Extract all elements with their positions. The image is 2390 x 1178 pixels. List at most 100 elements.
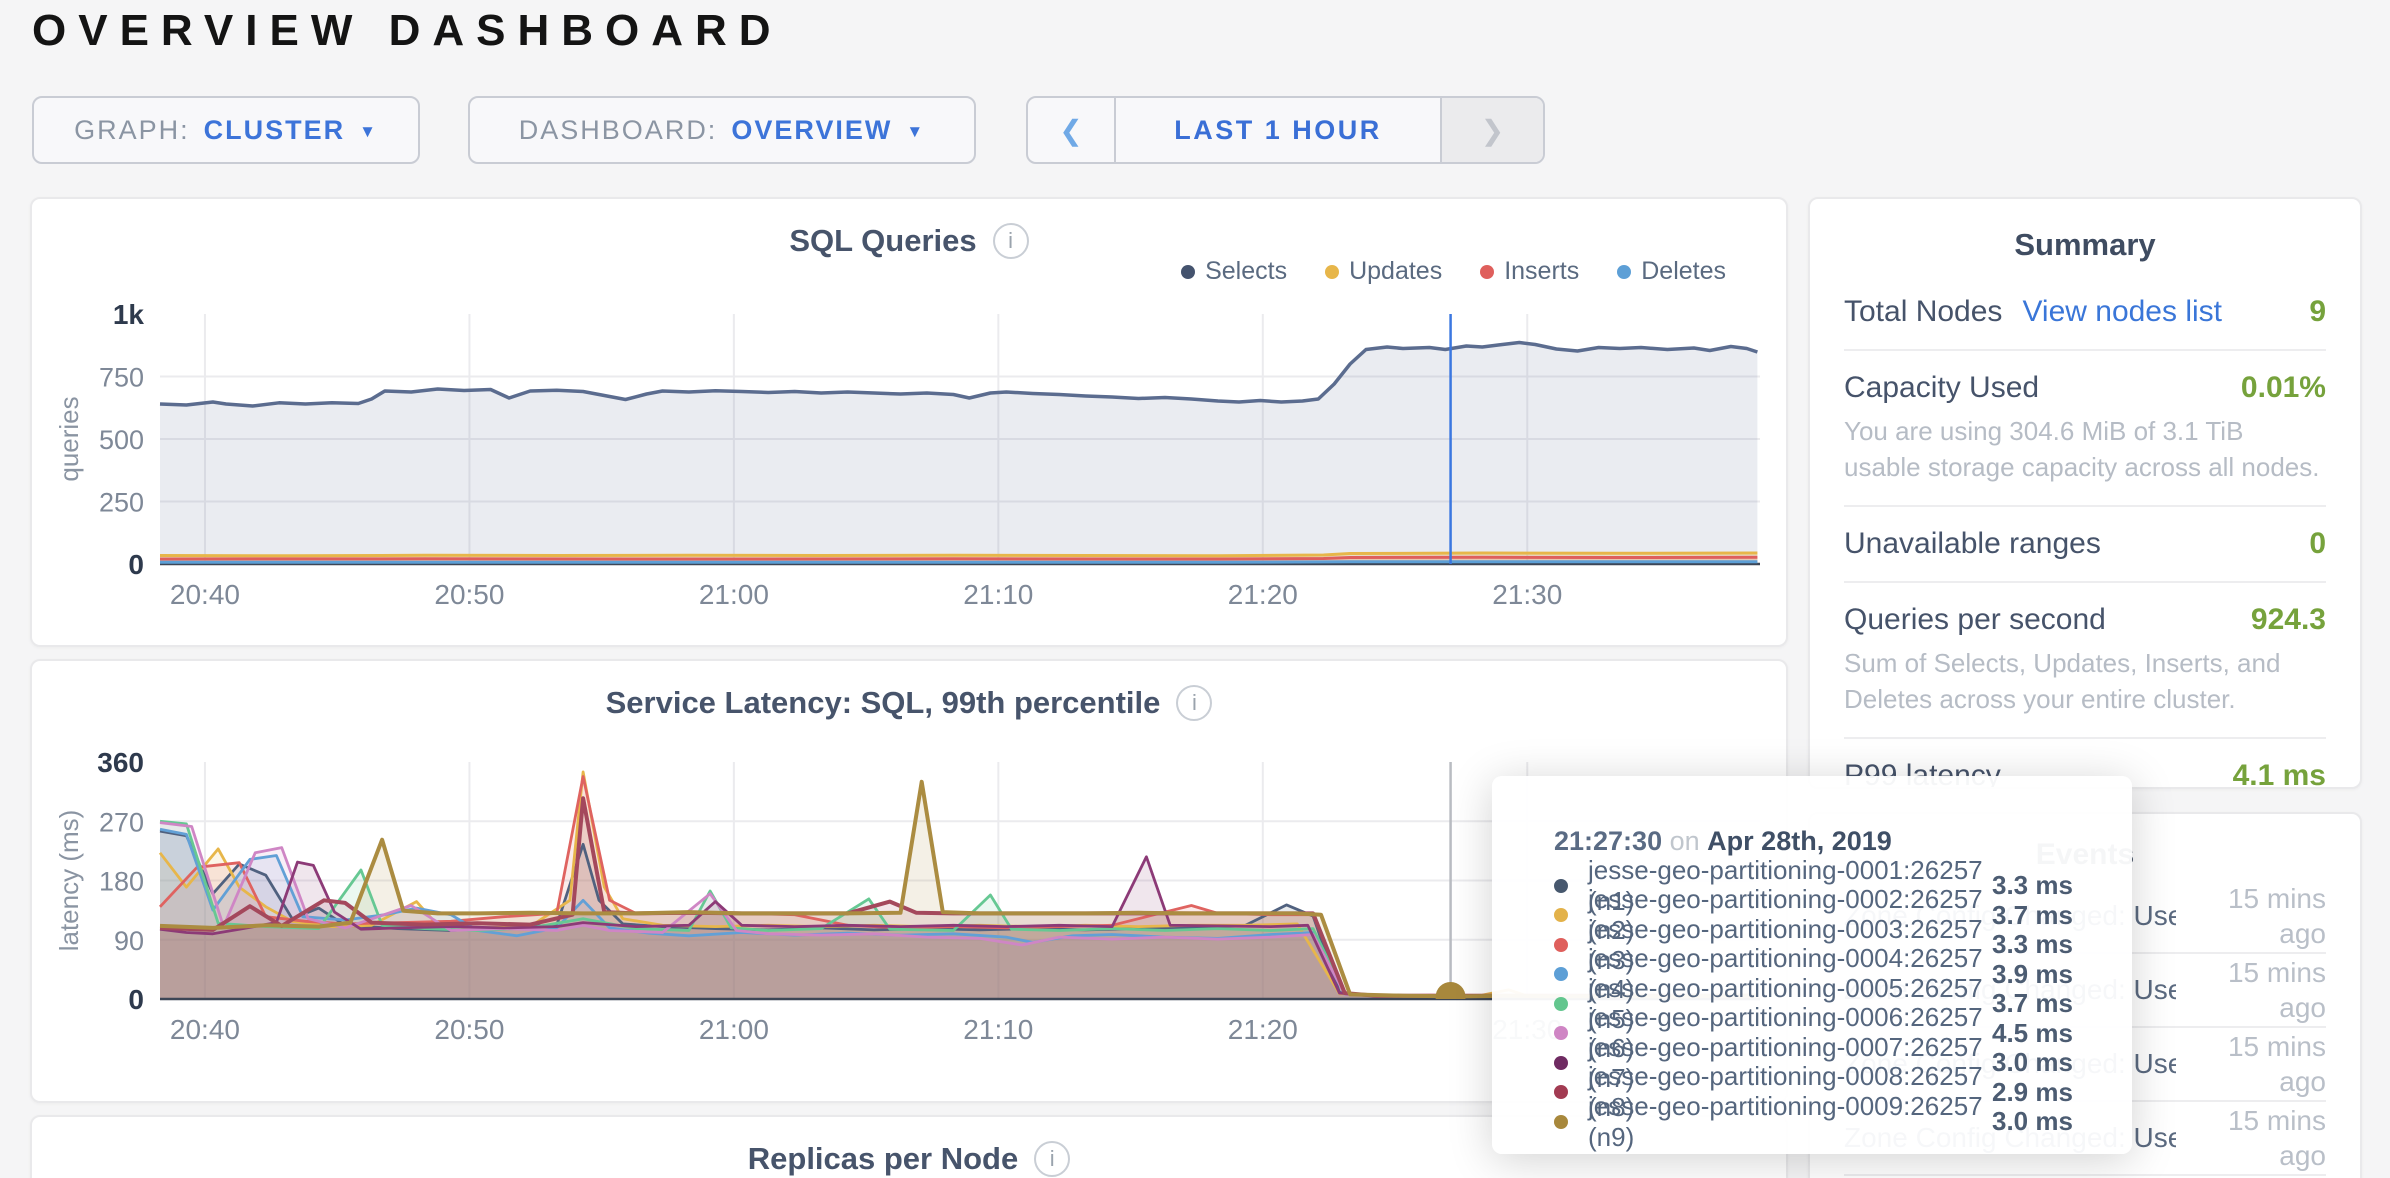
summary-label: Capacity Used bbox=[1844, 371, 2040, 404]
node-name: jesse-geo-partitioning-0008:26257 (n8) bbox=[1588, 1061, 1983, 1123]
node-latency: 3.7 ms bbox=[1992, 988, 2073, 1019]
info-icon[interactable]: i bbox=[1034, 1141, 1071, 1177]
svg-text:0: 0 bbox=[128, 549, 144, 580]
node-latency: 3.7 ms bbox=[1992, 899, 2073, 930]
node-latency: 3.3 ms bbox=[1992, 870, 2073, 901]
svg-text:latency (ms): latency (ms) bbox=[54, 810, 84, 952]
legend-dot bbox=[1181, 264, 1196, 279]
info-icon[interactable]: i bbox=[992, 223, 1029, 259]
chart-title: SQL Queries bbox=[789, 223, 977, 258]
summary-value: 0 bbox=[2309, 527, 2326, 560]
summary-row-qps: Queries per second 924.3 Sum of Selects,… bbox=[1844, 583, 2326, 739]
replicas-per-node-card: Replicas per Node i bbox=[30, 1115, 1788, 1178]
graph-dropdown-value: CLUSTER bbox=[203, 114, 346, 145]
svg-text:21:00: 21:00 bbox=[699, 579, 769, 610]
view-nodes-list-link[interactable]: View nodes list bbox=[2022, 295, 2222, 328]
summary-value: 0.01% bbox=[2240, 371, 2326, 404]
chart-legend: Selects Updates Inserts Deletes bbox=[1181, 257, 1726, 286]
series-dot bbox=[1554, 1026, 1568, 1041]
tooltip-row: jesse-geo-partitioning-0001:26257 (n1) 3.… bbox=[1554, 855, 2102, 916]
legend-label: Selects bbox=[1205, 257, 1288, 285]
summary-subtext: Sum of Selects, Updates, Inserts, and De… bbox=[1844, 648, 2281, 714]
node-name: jesse-geo-partitioning-0006:26257 (n6) bbox=[1588, 1002, 1983, 1064]
summary-subtext: You are using 304.6 MiB of 3.1 TiB usabl… bbox=[1844, 416, 2320, 482]
svg-text:20:40: 20:40 bbox=[170, 579, 240, 610]
summary-row-unavailable-ranges: Unavailable ranges 0 bbox=[1844, 507, 2326, 583]
svg-text:20:50: 20:50 bbox=[434, 1014, 504, 1045]
node-latency: 3.9 ms bbox=[1992, 958, 2073, 989]
sql-queries-chart[interactable]: 20:40 20:50 21:00 21:10 21:20 21:30 0 250 500 750… bbox=[32, 199, 1786, 645]
chevron-right-icon: ❯ bbox=[1480, 114, 1505, 146]
event-time: 15 mins ago bbox=[2227, 883, 2326, 949]
series-dot bbox=[1554, 1055, 1568, 1070]
series-dot bbox=[1554, 937, 1568, 952]
svg-text:21:20: 21:20 bbox=[1228, 579, 1298, 610]
svg-text:90: 90 bbox=[114, 926, 144, 956]
legend-item-inserts[interactable]: Inserts bbox=[1480, 257, 1579, 286]
event-time: 15 mins ago bbox=[2227, 1031, 2326, 1097]
summary-value: 9 bbox=[2309, 295, 2326, 328]
svg-text:0: 0 bbox=[128, 984, 144, 1015]
tooltip-date: Apr 28th, 2019 bbox=[1707, 826, 1892, 856]
tooltip-timestamp: 21:27:30 on Apr 28th, 2019 bbox=[1554, 826, 2102, 857]
time-prev-button[interactable]: ❮ bbox=[1028, 98, 1116, 162]
svg-text:21:20: 21:20 bbox=[1228, 1014, 1298, 1045]
chart-title: Replicas per Node bbox=[747, 1141, 1019, 1176]
info-icon[interactable]: i bbox=[1176, 685, 1213, 721]
legend-item-selects[interactable]: Selects bbox=[1181, 257, 1287, 286]
service-latency-chart[interactable]: 20:4020:5021:0021:1021:2021:300901802703… bbox=[32, 661, 1786, 1101]
node-latency: 3.0 ms bbox=[1992, 1106, 2073, 1137]
legend-item-updates[interactable]: Updates bbox=[1325, 257, 1442, 286]
svg-text:20:40: 20:40 bbox=[170, 1014, 240, 1045]
graph-dropdown[interactable]: GRAPH: CLUSTER ▼ bbox=[32, 96, 420, 164]
node-name: jesse-geo-partitioning-0001:26257 (n1) bbox=[1588, 854, 1983, 916]
dashboard-dropdown[interactable]: DASHBOARD: OVERVIEW ▼ bbox=[468, 96, 976, 164]
tooltip-row: jesse-geo-partitioning-0002:26257 (n2) 3.… bbox=[1554, 884, 2102, 945]
summary-value: 4.1 ms bbox=[2232, 759, 2326, 789]
tooltip-row: jesse-geo-partitioning-0006:26257 (n6) 4.… bbox=[1554, 1002, 2102, 1063]
node-name: jesse-geo-partitioning-0004:26257 (n4) bbox=[1588, 943, 1983, 1005]
sql-queries-card: SQL Queries i Selects Updates Inserts De… bbox=[30, 197, 1788, 647]
svg-text:21:10: 21:10 bbox=[963, 1014, 1033, 1045]
caret-down-icon: ▼ bbox=[906, 121, 926, 141]
dashboard-dropdown-value: OVERVIEW bbox=[731, 114, 893, 145]
tooltip-on: on bbox=[1669, 826, 1700, 856]
summary-label: Total Nodes bbox=[1844, 295, 2003, 328]
series-dot bbox=[1554, 1085, 1568, 1100]
svg-text:750: 750 bbox=[99, 363, 144, 393]
svg-text:20:50: 20:50 bbox=[434, 579, 504, 610]
legend-label: Updates bbox=[1349, 257, 1443, 285]
legend-label: Deletes bbox=[1641, 257, 1726, 285]
legend-dot bbox=[1325, 264, 1340, 279]
time-range-label[interactable]: LAST 1 HOUR bbox=[1174, 114, 1382, 145]
node-name: jesse-geo-partitioning-0002:26257 (n2) bbox=[1588, 884, 1983, 946]
event-time: 15 mins ago bbox=[2227, 1105, 2326, 1171]
legend-label: Inserts bbox=[1504, 257, 1580, 285]
summary-title: Summary bbox=[2014, 227, 2156, 262]
tooltip-row: jesse-geo-partitioning-0007:26257 (n7) 3.… bbox=[1554, 1032, 2102, 1093]
tooltip-row: jesse-geo-partitioning-0003:26257 (n3) 3.… bbox=[1554, 914, 2102, 975]
time-next-button[interactable]: ❯ bbox=[1440, 98, 1543, 162]
svg-text:21:00: 21:00 bbox=[699, 1014, 769, 1045]
svg-text:180: 180 bbox=[99, 867, 144, 897]
series-dot bbox=[1554, 1114, 1568, 1129]
legend-item-deletes[interactable]: Deletes bbox=[1617, 257, 1726, 286]
dashboard-dropdown-label: DASHBOARD: bbox=[518, 114, 718, 145]
svg-text:250: 250 bbox=[99, 488, 144, 518]
tooltip-row: jesse-geo-partitioning-0008:26257 (n8) 2.… bbox=[1554, 1061, 2102, 1122]
svg-text:500: 500 bbox=[99, 425, 144, 455]
event-time: 15 mins ago bbox=[2227, 957, 2326, 1023]
caret-down-icon: ▼ bbox=[359, 121, 378, 141]
summary-value: 924.3 bbox=[2250, 603, 2326, 636]
svg-text:1k: 1k bbox=[113, 299, 145, 330]
chevron-left-icon: ❮ bbox=[1059, 114, 1083, 146]
summary-row-total-nodes: Total Nodes View nodes list 9 bbox=[1844, 275, 2326, 351]
svg-text:queries: queries bbox=[54, 396, 84, 481]
node-latency: 3.3 ms bbox=[1992, 929, 2073, 960]
series-dot bbox=[1554, 996, 1568, 1011]
svg-text:360: 360 bbox=[97, 747, 144, 778]
node-name: jesse-geo-partitioning-0007:26257 (n7) bbox=[1588, 1031, 1983, 1093]
series-dot bbox=[1554, 967, 1568, 982]
series-dot bbox=[1554, 878, 1568, 893]
svg-text:21:10: 21:10 bbox=[963, 579, 1033, 610]
